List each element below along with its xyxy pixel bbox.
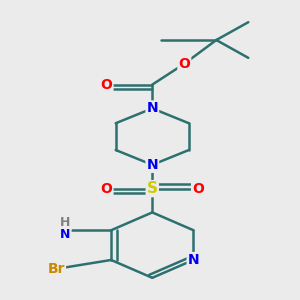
Text: S: S [147,181,158,196]
Text: N: N [60,228,70,241]
Text: N: N [188,253,199,267]
Text: H: H [60,216,70,229]
Text: N: N [146,101,158,116]
Text: O: O [100,78,112,92]
Text: O: O [192,182,204,196]
Text: Br: Br [47,262,65,276]
Text: O: O [100,182,112,196]
Text: O: O [178,57,190,71]
Text: N: N [146,158,158,172]
